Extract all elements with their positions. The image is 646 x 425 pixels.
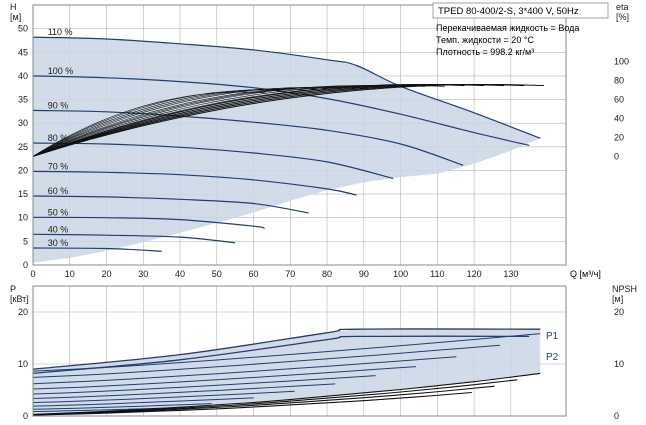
bottom-plot-frame bbox=[32, 285, 567, 417]
y-tick-label: 40 bbox=[18, 71, 28, 81]
y-right-tick-label: 80 bbox=[614, 76, 624, 86]
y-tick-label: 20 bbox=[18, 307, 28, 317]
top-tick-labels: 0 5 10 15 20 25 30 35 40 45 50 0 10 20 30 40 50 60 70 80 90 1… bbox=[18, 24, 629, 279]
speed-label: 80 % bbox=[48, 133, 69, 143]
y-right-tick-label: 10 bbox=[614, 359, 624, 369]
x-tick-label: 0 bbox=[30, 269, 35, 279]
speed-label: 90 % bbox=[48, 100, 69, 110]
y-tick-label: 35 bbox=[18, 95, 28, 105]
x-tick-label: 40 bbox=[175, 269, 185, 279]
y-tick-label: 30 bbox=[18, 118, 28, 128]
annotation-density: Плотность = 998.2 кг/м³ bbox=[436, 47, 534, 57]
x-tick-label: 120 bbox=[467, 269, 482, 279]
speed-labels: 110 % 100 % 90 % 80 % 70 % 60 % 50 % 40 % 30 % bbox=[48, 27, 74, 248]
x-tick-label: 130 bbox=[503, 269, 518, 279]
speed-label: 60 % bbox=[48, 186, 69, 196]
annotation-temp: Темп. жидкости = 20 °C bbox=[436, 35, 534, 45]
npsh-curve bbox=[32, 385, 495, 416]
y-tick-label: 45 bbox=[18, 47, 28, 57]
x-tick-label: 10 bbox=[65, 269, 75, 279]
head-curve bbox=[32, 109, 464, 166]
y-tick-label: 0 bbox=[23, 411, 28, 421]
efficiency-curve bbox=[32, 86, 346, 157]
legend-p1: P1 bbox=[546, 331, 559, 342]
chart-title: TPED 80-400/2-S, 3*400 V, 50Hz bbox=[438, 6, 579, 17]
y-right-tick-label: 0 bbox=[614, 411, 619, 421]
x-axis-label: Q [м³/ч] bbox=[570, 269, 601, 279]
x-tick-label: 60 bbox=[249, 269, 259, 279]
head-curve bbox=[32, 142, 394, 180]
y-right-tick-label: 60 bbox=[614, 95, 624, 105]
y-tick-label: 20 bbox=[18, 165, 28, 175]
efficiency-curve bbox=[32, 83, 544, 157]
y-tick-label: 10 bbox=[18, 213, 28, 223]
efficiency-curve bbox=[32, 91, 267, 157]
x-tick-label: 110 bbox=[430, 269, 444, 279]
head-curve bbox=[32, 170, 357, 196]
y-axis-label-power: P [кВт] bbox=[10, 284, 29, 304]
y-right-tick-label: 40 bbox=[614, 113, 624, 123]
x-tick-label: 30 bbox=[138, 269, 148, 279]
efficiency-curve bbox=[32, 86, 386, 157]
y-right-tick-label: 20 bbox=[614, 307, 624, 317]
speed-label: 30 % bbox=[48, 238, 69, 248]
y-right-tick-label: 100 bbox=[614, 57, 629, 67]
power-speed-curve bbox=[32, 356, 457, 385]
efficiency-curves bbox=[32, 83, 544, 157]
speed-label: 50 % bbox=[48, 207, 69, 217]
power-curves bbox=[32, 328, 541, 416]
power-speed-curve bbox=[32, 344, 500, 378]
head-curve bbox=[32, 36, 541, 139]
legend-p2: P2 bbox=[546, 352, 559, 363]
top-plot-frame bbox=[32, 4, 567, 266]
power-speed-curve bbox=[32, 375, 376, 395]
npsh-curve bbox=[32, 391, 472, 416]
speed-label: 100 % bbox=[48, 66, 74, 76]
y-axis-label-npsh: NPSH [м] bbox=[612, 284, 637, 304]
head-curve bbox=[32, 216, 265, 230]
power-speed-curve bbox=[32, 397, 254, 407]
power-speed-curve bbox=[32, 403, 212, 410]
x-tick-label: 90 bbox=[359, 269, 369, 279]
power-speed-curve bbox=[32, 366, 417, 390]
y-right-tick-label: 20 bbox=[614, 132, 624, 142]
speed-label: 40 % bbox=[48, 224, 69, 234]
title-box bbox=[432, 2, 609, 19]
y-tick-label: 15 bbox=[18, 189, 28, 199]
power-speed-curve bbox=[32, 390, 295, 403]
operating-envelope bbox=[33, 37, 541, 263]
y-right-tick-label: 0 bbox=[614, 151, 619, 161]
annotation-liquid: Перекачиваемая жидкость = Вода bbox=[436, 23, 579, 33]
head-curve bbox=[32, 195, 309, 214]
power-curve bbox=[32, 335, 530, 375]
head-curve bbox=[32, 247, 162, 252]
bottom-tick-labels: 0 10 20 0 10 20 bbox=[18, 307, 624, 421]
npsh-curve bbox=[32, 379, 518, 416]
speed-label: 70 % bbox=[48, 161, 69, 171]
y-axis-label-head: H [м] bbox=[10, 2, 21, 22]
y-tick-label: 50 bbox=[18, 24, 28, 34]
power-speed-curve bbox=[32, 383, 336, 399]
efficiency-curve bbox=[32, 85, 406, 157]
y-tick-label: 10 bbox=[18, 359, 28, 369]
x-tick-label: 20 bbox=[102, 269, 112, 279]
x-tick-label: 70 bbox=[285, 269, 295, 279]
x-tick-label: 100 bbox=[393, 269, 408, 279]
y-tick-label: 5 bbox=[23, 236, 28, 246]
x-tick-label: 50 bbox=[212, 269, 222, 279]
head-curve bbox=[32, 233, 236, 244]
speed-label: 110 % bbox=[48, 27, 73, 37]
y-tick-label: 0 bbox=[23, 260, 28, 270]
power-curve bbox=[32, 328, 541, 370]
y-tick-label: 25 bbox=[18, 142, 28, 152]
x-tick-label: 80 bbox=[322, 269, 332, 279]
y-axis-label-eta: eta [%] bbox=[616, 2, 629, 22]
